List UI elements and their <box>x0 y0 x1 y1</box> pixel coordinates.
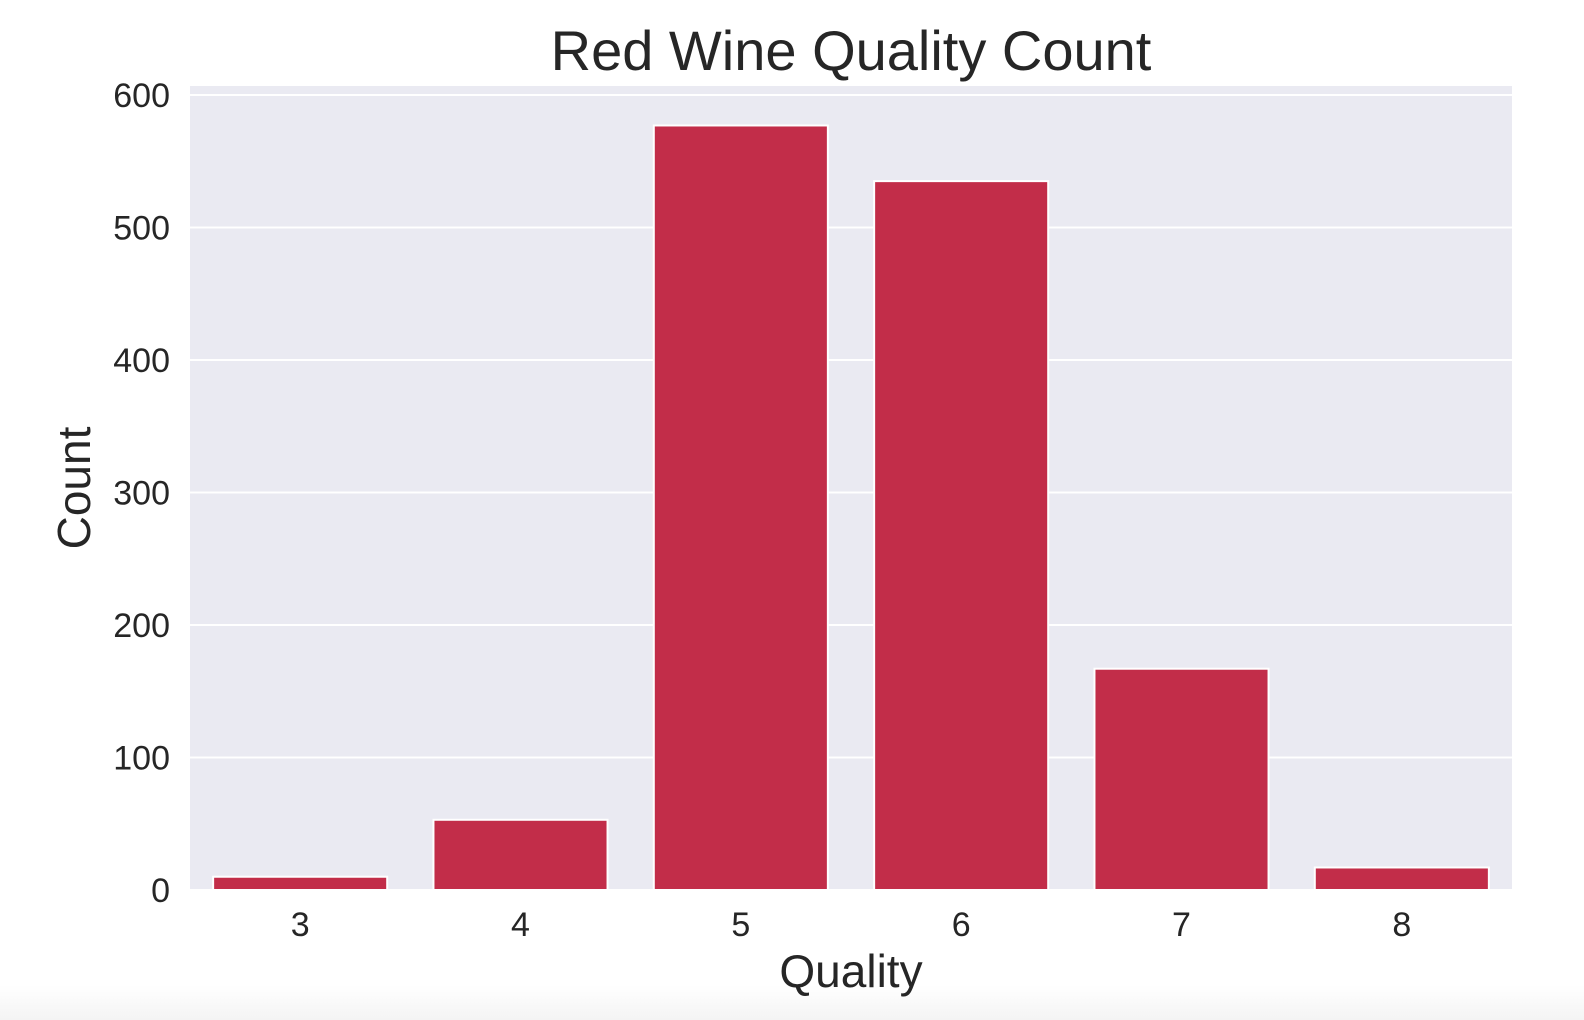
y-tick-label: 400 <box>113 342 170 380</box>
bar-quality-5 <box>652 124 829 892</box>
grid-lines <box>190 94 1512 891</box>
y-tick-labels: 0 100 200 300 400 500 600 <box>113 77 170 910</box>
bar-quality-4 <box>432 818 609 892</box>
x-tick-label: 5 <box>731 906 750 944</box>
y-tick-label: 500 <box>113 210 170 248</box>
y-tick-label: 200 <box>113 607 170 645</box>
x-tick-labels: 3 4 5 6 7 8 <box>291 906 1412 944</box>
bar-quality-7 <box>1093 667 1270 891</box>
bars <box>212 124 1490 892</box>
y-tick-label: 300 <box>113 475 170 513</box>
y-tick-label: 100 <box>113 740 170 778</box>
y-tick-label: 600 <box>113 77 170 115</box>
x-tick-label: 6 <box>952 906 971 944</box>
x-tick-label: 8 <box>1392 906 1411 944</box>
y-tick-label: 0 <box>151 872 170 910</box>
y-axis-title: Count <box>48 426 100 549</box>
bar-quality-8 <box>1313 866 1490 891</box>
x-tick-label: 7 <box>1172 906 1191 944</box>
x-tick-label: 3 <box>291 906 310 944</box>
bar-quality-3 <box>212 875 389 891</box>
plot-background <box>190 86 1512 890</box>
chart-title: Red Wine Quality Count <box>551 19 1152 82</box>
bar-quality-6 <box>873 180 1050 891</box>
x-tick-label: 4 <box>511 906 530 944</box>
x-axis-title: Quality <box>779 945 922 997</box>
